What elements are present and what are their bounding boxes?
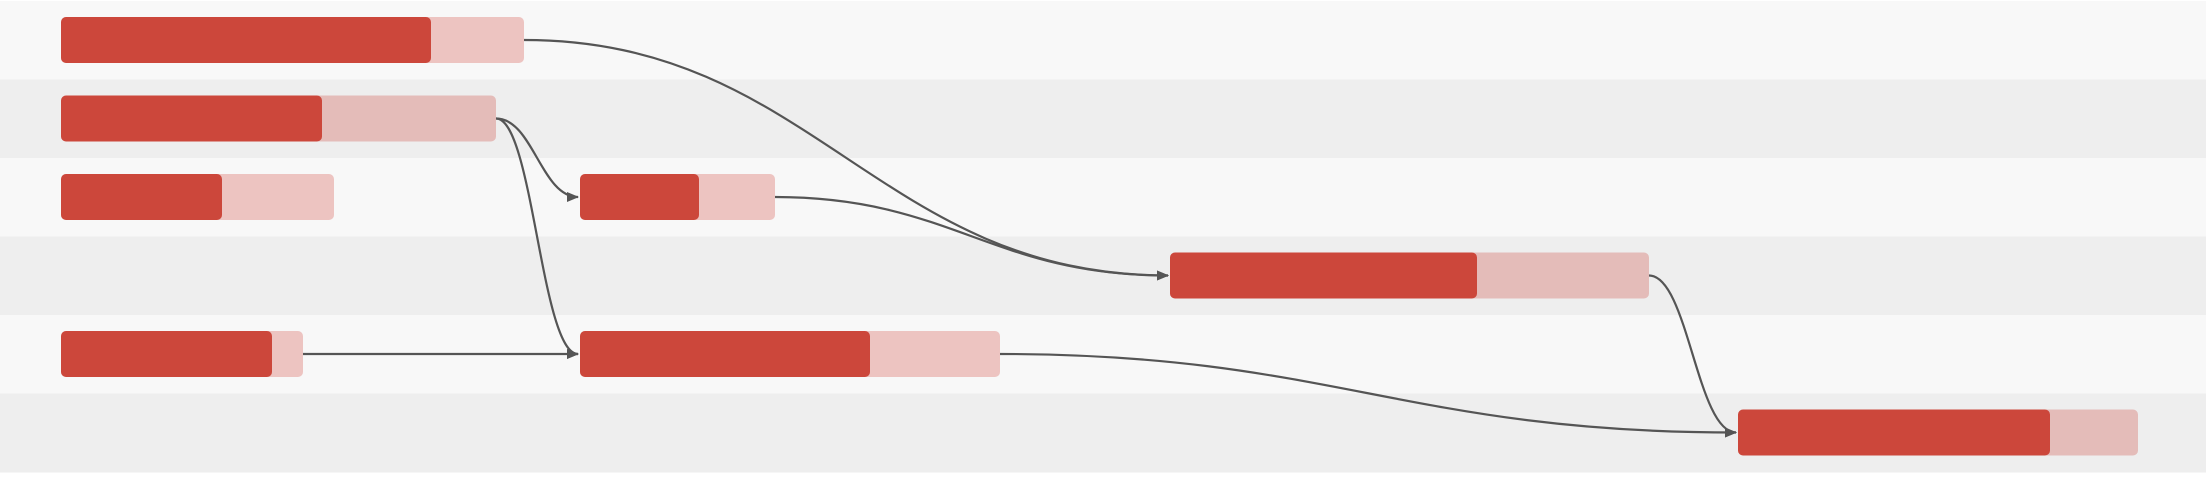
task-progress-t8 bbox=[1738, 409, 2050, 456]
dependency-links bbox=[303, 38, 1737, 438]
row-lane-4 bbox=[0, 236, 2206, 316]
task-bar-t4[interactable] bbox=[61, 331, 303, 377]
task-bar-t5[interactable] bbox=[580, 174, 775, 220]
row-lane-3 bbox=[0, 158, 2206, 237]
task-progress-t1 bbox=[61, 17, 431, 63]
task-progress-t7 bbox=[1170, 252, 1477, 299]
task-bar-t2[interactable] bbox=[61, 95, 496, 142]
task-progress-t5 bbox=[580, 174, 699, 220]
task-progress-t6 bbox=[580, 331, 870, 377]
task-progress-t2 bbox=[61, 95, 322, 142]
dependency-arrow-t7-t8 bbox=[1648, 274, 1737, 438]
dependency-arrow-t5-t7 bbox=[774, 195, 1169, 281]
task-bar-t6[interactable] bbox=[580, 331, 1000, 377]
task-bars bbox=[61, 17, 2138, 456]
dependency-arrow-t2-t6 bbox=[495, 117, 579, 359]
dependency-arrow-t2-t5 bbox=[495, 117, 579, 202]
task-bar-t8[interactable] bbox=[1738, 409, 2138, 456]
task-bar-t7[interactable] bbox=[1170, 252, 1649, 299]
task-bar-t1[interactable] bbox=[61, 17, 524, 63]
task-progress-t3 bbox=[61, 174, 222, 220]
task-bar-t3[interactable] bbox=[61, 174, 334, 220]
task-progress-t4 bbox=[61, 331, 272, 377]
dependency-arrow-t6-t8 bbox=[999, 352, 1737, 438]
row-lanes bbox=[0, 1, 2206, 473]
